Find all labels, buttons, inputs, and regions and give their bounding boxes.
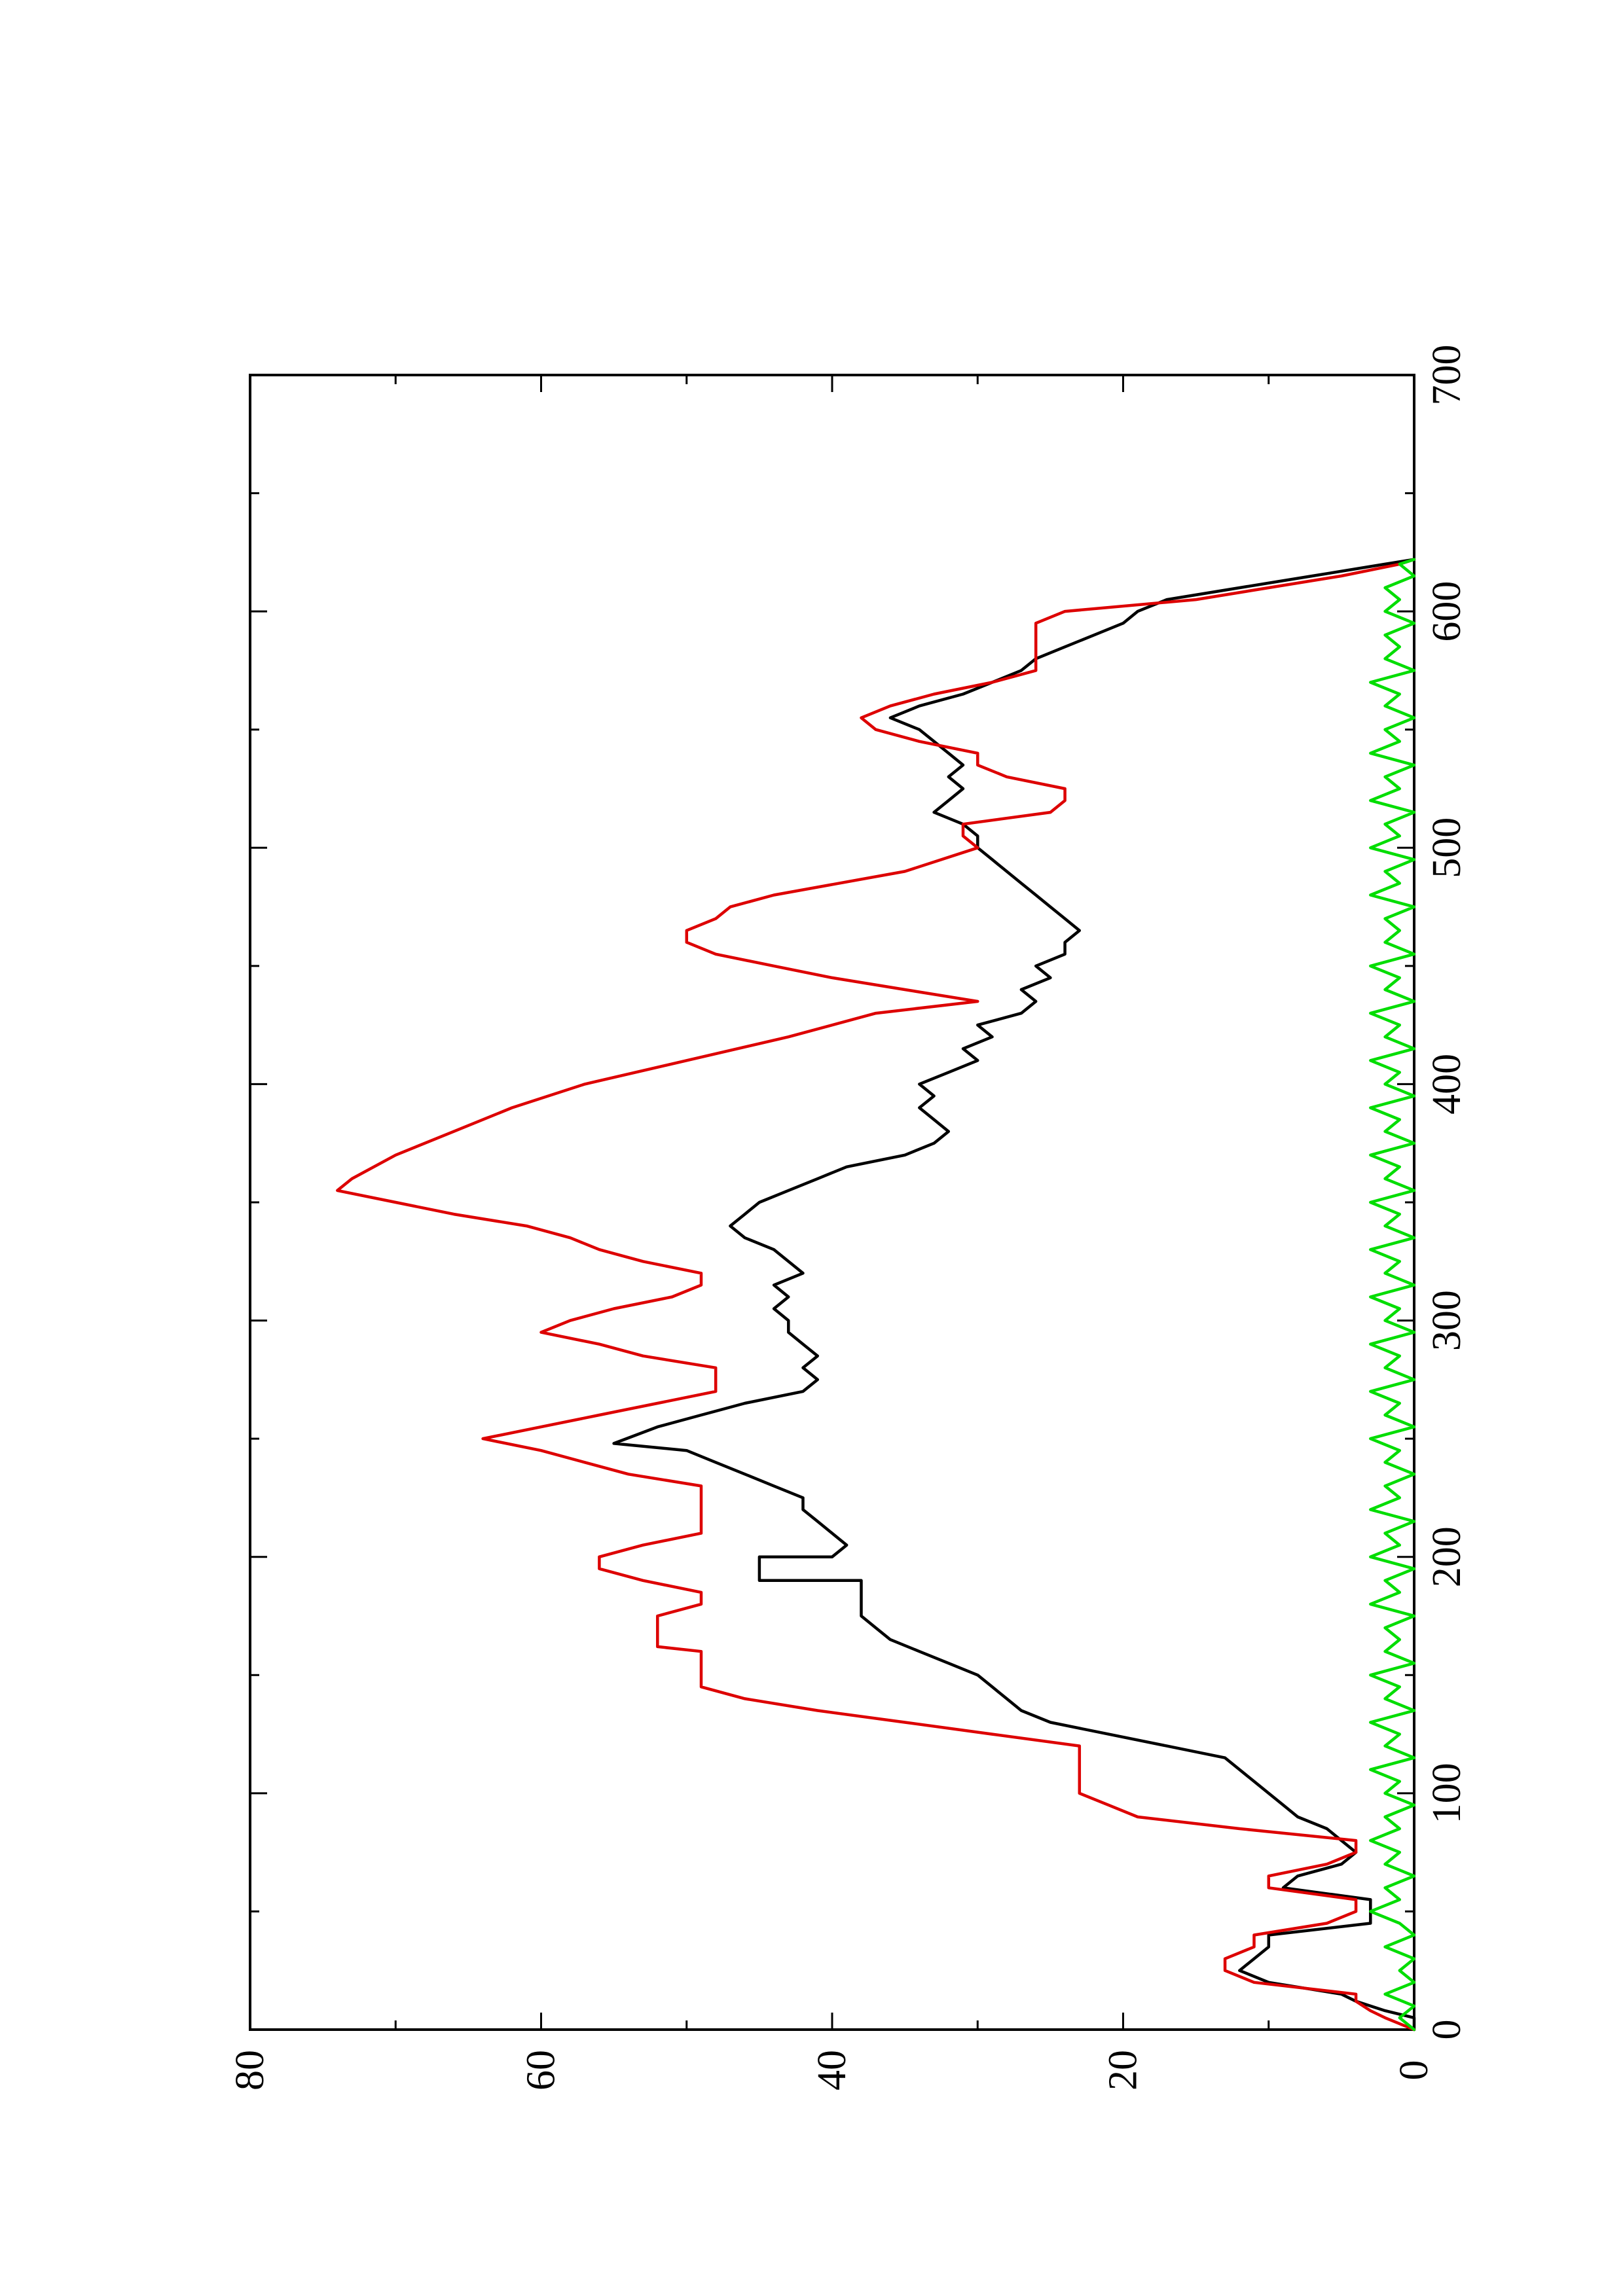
tick-labels: 0 100 200 300 400 500 600 700 0 20 40 60 80 <box>228 345 1469 2091</box>
x-tick-label: 600 <box>1425 581 1469 642</box>
series-line-2 <box>336 558 1416 2032</box>
series-line-1 <box>612 558 1416 2032</box>
y-tick-label: 20 <box>1101 2050 1146 2090</box>
x-tick-label: 300 <box>1425 1290 1469 1351</box>
x-tick-label: 0 <box>1425 2020 1469 2040</box>
x-tick-label: 500 <box>1425 817 1469 878</box>
x-tick-label: 700 <box>1425 345 1469 406</box>
series-line-3 <box>1369 558 1416 2032</box>
axis-ticks <box>249 374 1415 2031</box>
x-tick-label: 100 <box>1425 1763 1469 1823</box>
x-tick-label: 400 <box>1425 1054 1469 1115</box>
plot-frame <box>249 374 1415 2031</box>
y-tick-label: 40 <box>810 2050 854 2090</box>
y-tick-label: 60 <box>519 2050 564 2090</box>
y-tick-label: 80 <box>228 2050 272 2090</box>
y-tick-label: 0 <box>1392 2060 1436 2081</box>
series-layer <box>336 558 1416 2032</box>
x-tick-label: 200 <box>1425 1526 1469 1587</box>
